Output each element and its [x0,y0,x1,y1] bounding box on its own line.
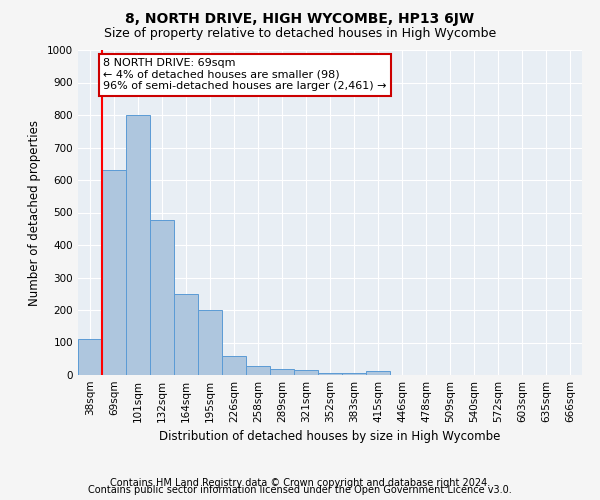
Bar [150,220,174,375]
Bar [318,374,342,375]
Bar [102,170,126,375]
Bar [78,339,102,375]
Text: Size of property relative to detached houses in High Wycombe: Size of property relative to detached ho… [104,28,496,40]
Text: 8 NORTH DRIVE: 69sqm
← 4% of detached houses are smaller (98)
96% of semi-detach: 8 NORTH DRIVE: 69sqm ← 4% of detached ho… [103,58,387,92]
Bar [246,366,270,375]
X-axis label: Distribution of detached houses by size in High Wycombe: Distribution of detached houses by size … [160,430,500,444]
Text: Contains HM Land Registry data © Crown copyright and database right 2024.: Contains HM Land Registry data © Crown c… [110,478,490,488]
Bar [366,371,390,375]
Bar [294,370,318,375]
Text: Contains public sector information licensed under the Open Government Licence v3: Contains public sector information licen… [88,485,512,495]
Text: 8, NORTH DRIVE, HIGH WYCOMBE, HP13 6JW: 8, NORTH DRIVE, HIGH WYCOMBE, HP13 6JW [125,12,475,26]
Bar [222,356,246,375]
Bar [198,310,222,375]
Bar [270,368,294,375]
Y-axis label: Number of detached properties: Number of detached properties [28,120,41,306]
Bar [174,294,198,375]
Bar [126,115,150,375]
Bar [342,374,366,375]
